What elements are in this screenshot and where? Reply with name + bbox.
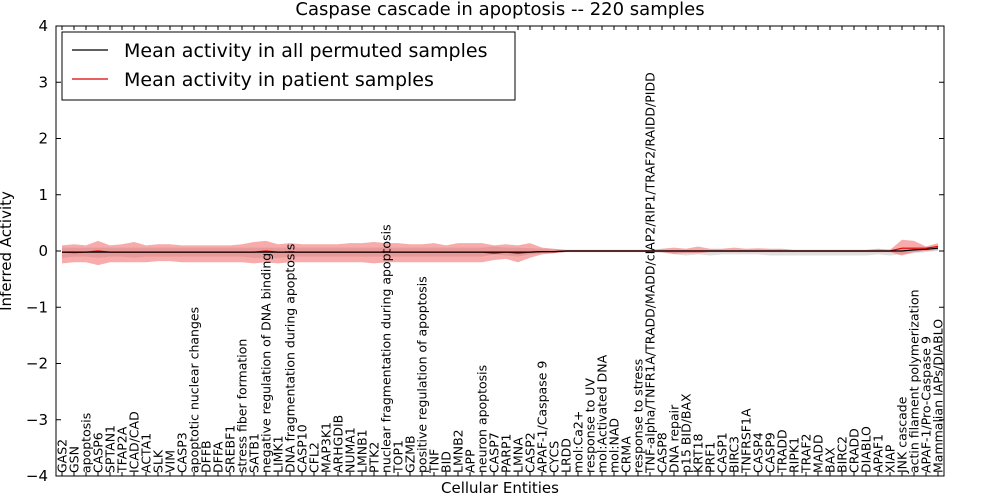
x-category-label: neuron apoptosis — [475, 365, 490, 473]
x-category-label: SPTAN1 — [103, 425, 118, 473]
x-category-label: response to UV — [583, 378, 598, 473]
x-category-label: CFL2 — [307, 442, 322, 473]
x-category-label: TRADD — [775, 429, 790, 474]
y-tick-label: 4 — [38, 17, 48, 35]
series-lines — [61, 245, 939, 254]
x-category-label: APAF-1/Caspase 9 — [535, 361, 550, 473]
x-category-label: BIRC3 — [727, 436, 742, 473]
x-category-label: LRDD — [559, 438, 574, 473]
line-permuted — [62, 247, 939, 253]
x-category-label: APAF1 — [871, 434, 886, 473]
x-category-label: LIMK1 — [271, 435, 286, 473]
legend: Mean activity in all permuted samples Me… — [61, 31, 516, 101]
y-tick-label: −3 — [26, 411, 48, 429]
x-category-label: PRF1 — [703, 442, 718, 473]
x-category-label: CRADD — [847, 428, 862, 473]
x-category-label: CASP6 — [91, 432, 106, 473]
x-category-label: DNA repair — [667, 404, 682, 473]
y-axis-ticks: −4 −3 −2 −1 0 1 2 3 4 — [26, 17, 944, 485]
x-category-label: p15 BID/BAX — [679, 393, 694, 473]
chart-title: Caspase cascade in apoptosis -- 220 samp… — [295, 0, 704, 20]
x-category-label: ARHGDIB — [331, 415, 346, 473]
x-category-label: TRAF2 — [799, 433, 814, 474]
x-category-label: stress fiber formation — [235, 339, 250, 473]
x-axis-category-labels: GAS2GSNapoptosisCASP6SPTAN1TFAP2AICAD/CA… — [55, 26, 946, 476]
x-category-label: PARP1 — [499, 434, 514, 473]
x-category-label: APAF-1/Pro-Caspase 9 — [919, 336, 934, 473]
x-category-label: actin filament polymerization — [907, 289, 922, 473]
x-category-label: SREBF1 — [223, 425, 238, 473]
x-category-label: RIPK1 — [787, 437, 802, 473]
x-category-label: BIRC2 — [835, 436, 850, 473]
x-category-label: PTK2 — [367, 442, 382, 473]
x-category-label: JNK cascade — [895, 396, 910, 474]
x-category-label: response to stress — [631, 359, 646, 473]
x-category-label: DFFA — [211, 441, 226, 473]
x-category-label: mol:NAD — [607, 418, 622, 473]
x-category-label: XIAP — [883, 444, 898, 473]
x-category-label: CASP8 — [655, 432, 670, 473]
x-category-label: SATB1 — [247, 433, 262, 473]
x-category-label: CASP1 — [715, 432, 730, 473]
y-tick-label: −4 — [26, 467, 48, 485]
x-category-label: nuclear fragmentation during apoptosis — [379, 224, 394, 473]
x-category-label: CASP4 — [751, 432, 766, 473]
x-category-label: mol:Ca2+ — [571, 411, 586, 473]
x-category-label: DIABLO — [859, 426, 874, 473]
x-category-label: TNFRSF1A — [739, 408, 754, 474]
x-category-label: SLK — [151, 449, 166, 473]
x-category-label: GAS2 — [55, 439, 70, 473]
x-axis-label: Cellular Entities — [441, 479, 559, 497]
x-category-label: DNA fragmentation during apoptosis — [283, 244, 298, 473]
x-category-label: CRMA — [619, 436, 634, 473]
x-category-label: TNF — [427, 449, 442, 474]
x-category-label: MAP3K1 — [319, 422, 334, 473]
x-category-label: CASP7 — [487, 432, 502, 473]
y-tick-label: 0 — [38, 242, 48, 260]
x-category-label: MADD — [811, 434, 826, 473]
x-category-label: TFAP2A — [115, 426, 130, 474]
y-tick-label: −2 — [26, 355, 48, 373]
x-category-label: apoptotic nuclear changes — [187, 307, 202, 473]
x-category-label: CASP10 — [295, 424, 310, 473]
x-category-label: CASP2 — [523, 432, 538, 473]
x-category-label: NUMA1 — [343, 427, 358, 473]
legend-label-patient: Mean activity in patient samples — [124, 69, 434, 91]
x-category-label: BID — [439, 451, 454, 473]
x-category-label: CYCS — [547, 441, 562, 473]
x-category-label: ACTA1 — [139, 433, 154, 473]
legend-label-permuted: Mean activity in all permuted samples — [124, 40, 487, 62]
x-category-label: GZMB — [403, 435, 418, 473]
x-category-label: LMNB2 — [451, 429, 466, 473]
x-category-label: DFFB — [199, 440, 214, 473]
x-category-label: ICAD/CAD — [127, 411, 142, 473]
x-category-label: apoptosis — [79, 413, 94, 473]
y-tick-label: 1 — [38, 186, 48, 204]
x-category-label: CASP9 — [763, 432, 778, 473]
x-category-label: LMNB1 — [355, 429, 370, 473]
x-category-label: TOP1 — [391, 440, 406, 474]
y-axis-label: Inferred Activity — [0, 191, 15, 311]
x-category-label: APP — [463, 449, 478, 473]
y-tick-label: 3 — [38, 73, 48, 91]
x-category-label: negative regulation of DNA binding — [259, 253, 274, 473]
x-category-label: Mammalian IAPs/DIABLO — [931, 319, 946, 473]
y-tick-label: −1 — [26, 298, 48, 316]
x-category-label: GSN — [67, 446, 82, 473]
x-category-label: KRT18 — [691, 433, 706, 473]
x-category-label: positive regulation of apoptosis — [415, 276, 430, 473]
x-category-label: LMNA — [511, 437, 526, 473]
y-tick-label: 2 — [38, 130, 48, 148]
legend-box — [61, 31, 516, 101]
x-category-label: BAX — [823, 447, 838, 473]
x-category-label: mol:Activated DNA — [595, 354, 610, 473]
x-category-label: CASP3 — [175, 432, 190, 473]
x-category-label: TNF-alpha/TNFR1A/TRADD/MADD/cIAP2/RIP1/T… — [643, 72, 658, 474]
x-category-label: VIM — [163, 450, 178, 473]
